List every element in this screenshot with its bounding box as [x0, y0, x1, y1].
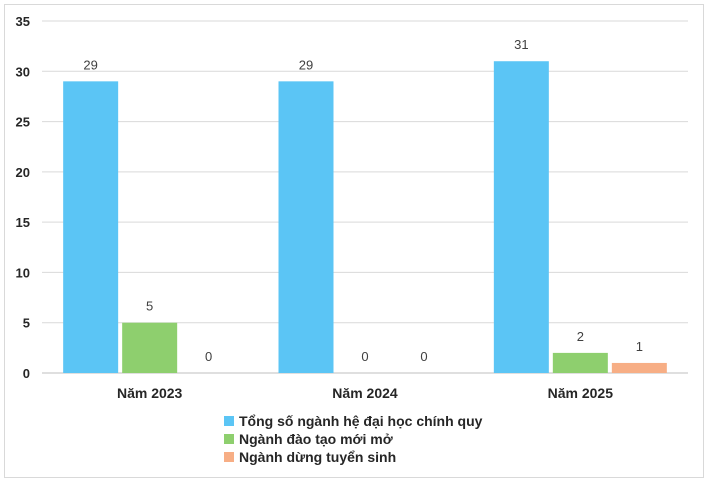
grid-lines	[42, 20, 688, 374]
bar	[611, 362, 667, 373]
y-tick-label: 25	[16, 115, 30, 130]
y-tick-label: 35	[16, 14, 30, 29]
bar	[552, 352, 608, 373]
bar	[493, 61, 549, 373]
data-label: 29	[83, 57, 97, 72]
legend-label: Tổng số ngành hệ đại học chính quy	[239, 413, 483, 429]
bar	[122, 322, 178, 373]
y-tick-label: 5	[23, 316, 30, 331]
data-labels: 29 5 0 29 0 0 31 2 1	[83, 37, 643, 364]
legend-swatch	[224, 434, 234, 444]
bar	[278, 81, 334, 373]
x-tick-label: Năm 2023	[117, 385, 183, 401]
data-label: 29	[299, 57, 313, 72]
y-tick-label: 0	[23, 366, 30, 381]
x-tick-label: Năm 2025	[548, 385, 614, 401]
data-label: 1	[636, 339, 643, 354]
chart-frame	[4, 4, 704, 478]
y-axis-ticks: 0 5 10 15 20 25 30 35	[16, 14, 30, 381]
data-label: 2	[577, 329, 584, 344]
y-tick-label: 20	[16, 165, 30, 180]
legend-swatch	[224, 452, 234, 462]
legend-label: Ngành đào tạo mới mở	[239, 431, 393, 447]
bars	[63, 61, 667, 373]
legend-label: Ngành dừng tuyển sinh	[239, 449, 396, 465]
y-tick-label: 10	[16, 265, 30, 280]
data-label: 0	[420, 349, 427, 364]
legend-swatch	[224, 416, 234, 426]
legend: Tổng số ngành hệ đại học chính quy Ngành …	[224, 413, 483, 465]
x-tick-label: Năm 2024	[332, 385, 398, 401]
data-label: 31	[514, 37, 528, 52]
y-tick-label: 15	[16, 215, 30, 230]
bar	[63, 81, 119, 373]
data-label: 5	[146, 299, 153, 314]
data-label: 0	[205, 349, 212, 364]
y-tick-label: 30	[16, 64, 30, 79]
x-axis-ticks: Năm 2023 Năm 2024 Năm 2025	[117, 385, 613, 401]
data-label: 0	[361, 349, 368, 364]
